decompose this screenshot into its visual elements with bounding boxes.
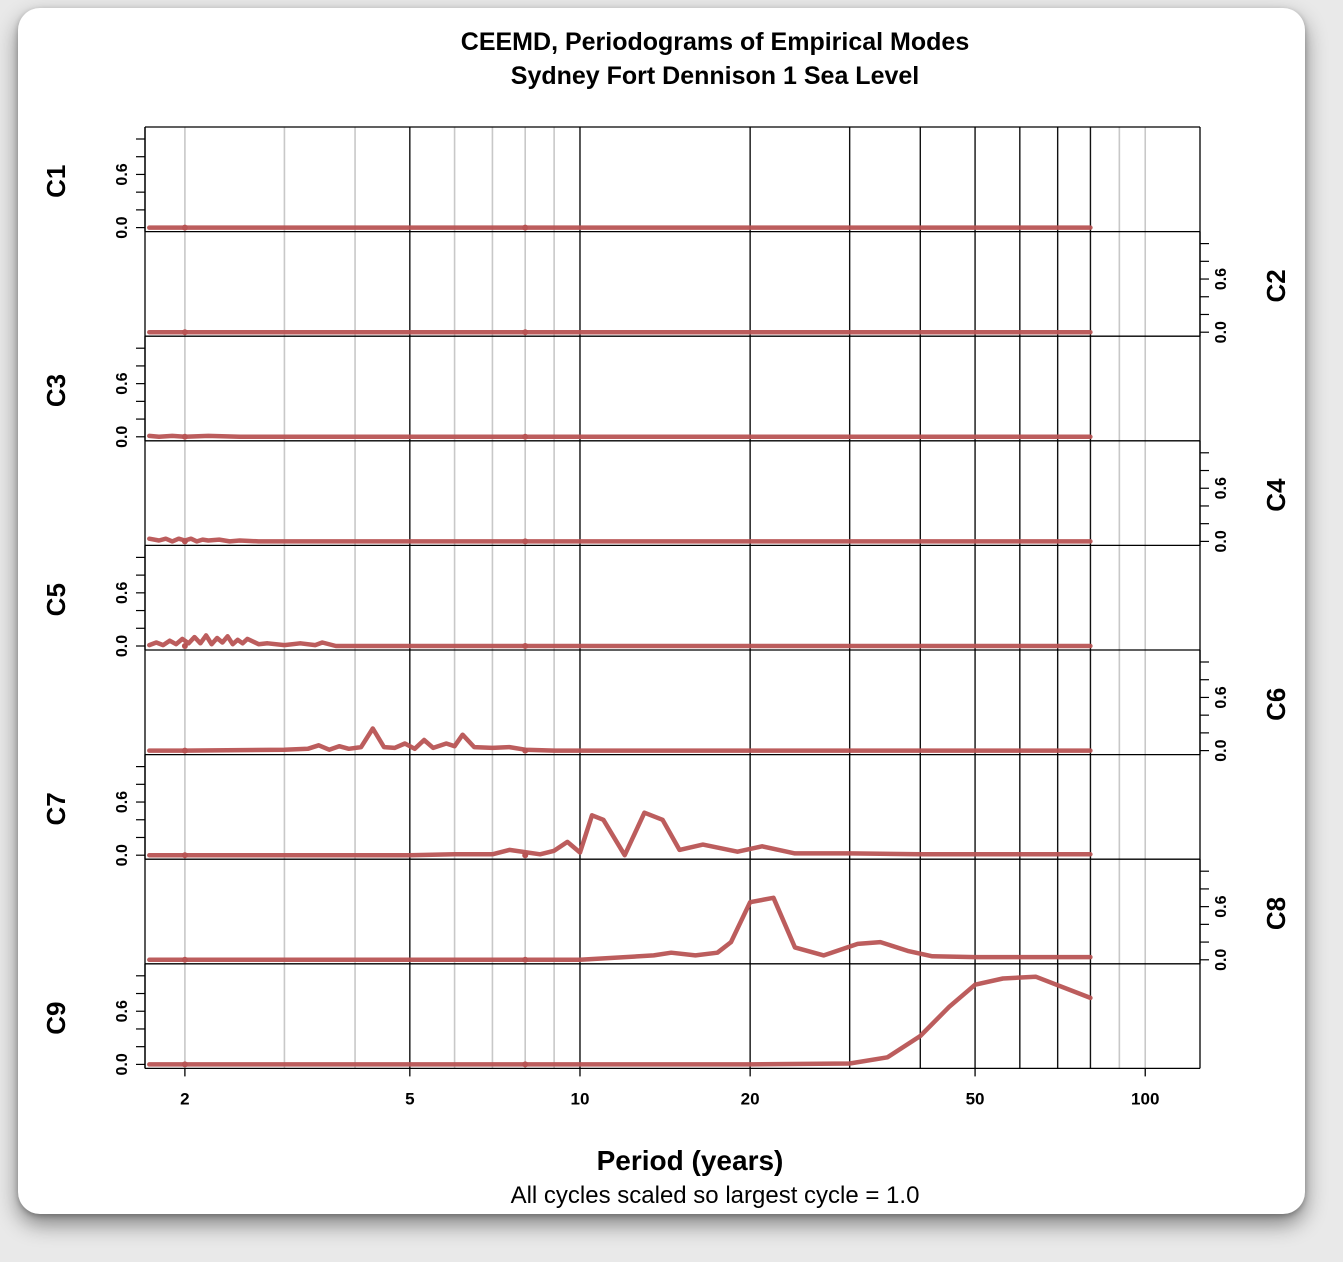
series-marker	[522, 747, 529, 754]
series-marker	[181, 224, 188, 231]
series-marker	[181, 852, 188, 859]
grid-lines	[184, 127, 1147, 1069]
y-tick-label: 0.6	[1213, 895, 1230, 917]
chart-title: CEEMD, Periodograms of Empirical Modes	[461, 28, 969, 56]
series-marker	[181, 329, 188, 336]
series-marker	[522, 643, 529, 649]
series-line-c4	[147, 536, 1093, 544]
x-tick-label: 100	[1131, 1089, 1159, 1108]
x-tick-label: 20	[741, 1089, 760, 1108]
series-marker	[522, 1061, 529, 1068]
series-line-c7	[147, 810, 1093, 858]
scale-note: All cycles scaled so largest cycle = 1.0	[511, 1182, 920, 1209]
panel-c9: 0.0 0.6 C9	[41, 963, 1200, 1076]
series-line-c3	[147, 433, 1093, 440]
series-marker	[522, 538, 529, 545]
panel-c3: 0.0 0.6 C3	[41, 335, 1200, 448]
panel-label-c8: C8	[1261, 897, 1291, 930]
x-tick-label: 5	[405, 1089, 414, 1108]
panel-c1: 0.0 0.6 C1	[41, 126, 1200, 239]
series-marker	[181, 538, 188, 545]
series-marker	[522, 224, 529, 231]
y-tick-label: 0.0	[114, 1053, 131, 1075]
series-marker	[522, 956, 529, 963]
figure-card: CEEMD, Periodograms of Empirical Modes S…	[18, 8, 1305, 1214]
panel-c8: 0.0 0.6 C8	[145, 858, 1291, 971]
panel-c5: 0.0 0.6 C5	[41, 544, 1200, 657]
series-marker	[522, 433, 529, 440]
series-line-c5	[147, 633, 1093, 649]
series-line-c9	[147, 974, 1093, 1067]
y-tick-label: 0.6	[1213, 477, 1230, 499]
y-tick-label: 0.0	[1213, 321, 1230, 343]
panel-label-c1: C1	[41, 165, 71, 198]
y-tick-label: 0.6	[1213, 268, 1230, 290]
y-tick-label: 0.6	[1213, 686, 1230, 708]
y-tick-label: 0.6	[114, 791, 131, 813]
y-tick-label: 0.0	[114, 216, 131, 238]
panel-label-c9: C9	[41, 1001, 71, 1034]
series-marker	[522, 852, 529, 859]
y-tick-label: 0.0	[1213, 530, 1230, 552]
x-axis: 2 5 10 20 50 100	[180, 1068, 1159, 1108]
panel-label-c6: C6	[1261, 688, 1291, 721]
panel-c6: 0.0 0.6 C6	[145, 649, 1291, 762]
y-tick-label: 0.6	[114, 163, 131, 185]
y-tick-label: 0.0	[114, 635, 131, 657]
panel-label-c5: C5	[41, 583, 71, 616]
periodogram-chart: CEEMD, Periodograms of Empirical Modes S…	[41, 28, 1291, 1209]
series-marker	[181, 433, 188, 440]
y-tick-label: 0.6	[114, 1000, 131, 1022]
x-tick-label: 50	[966, 1089, 985, 1108]
y-tick-label: 0.0	[1213, 949, 1230, 971]
series-line-c8	[147, 895, 1093, 963]
panel-c4: 0.0 0.6 C4	[145, 440, 1291, 553]
panel-label-c2: C2	[1261, 269, 1291, 302]
y-tick-label: 0.6	[114, 372, 131, 394]
series-marker	[181, 1061, 188, 1068]
series-marker	[181, 747, 188, 754]
y-tick-label: 0.6	[114, 582, 131, 604]
series-marker	[522, 329, 529, 336]
series-line-c6	[147, 726, 1093, 753]
y-tick-label: 0.0	[114, 844, 131, 866]
x-tick-label: 10	[571, 1089, 590, 1108]
x-tick-label: 2	[180, 1089, 189, 1108]
panel-label-c7: C7	[41, 792, 71, 825]
y-tick-label: 0.0	[114, 426, 131, 448]
panel-label-c4: C4	[1261, 478, 1291, 512]
series-marker	[181, 956, 188, 963]
chart-subtitle: Sydney Fort Dennison 1 Sea Level	[511, 62, 919, 90]
y-tick-label: 0.0	[1213, 739, 1230, 761]
panels: 0.0 0.6 C1 0.0 0.6 C2 0.0 0.6 C3 0.0 0.6 C4 0.0 0.6 C5…	[41, 126, 1291, 1076]
panel-c7: 0.0 0.6 C7	[41, 753, 1200, 866]
x-axis-label: Period (years)	[597, 1145, 784, 1176]
series-marker	[181, 643, 188, 649]
panel-label-c3: C3	[41, 374, 71, 407]
